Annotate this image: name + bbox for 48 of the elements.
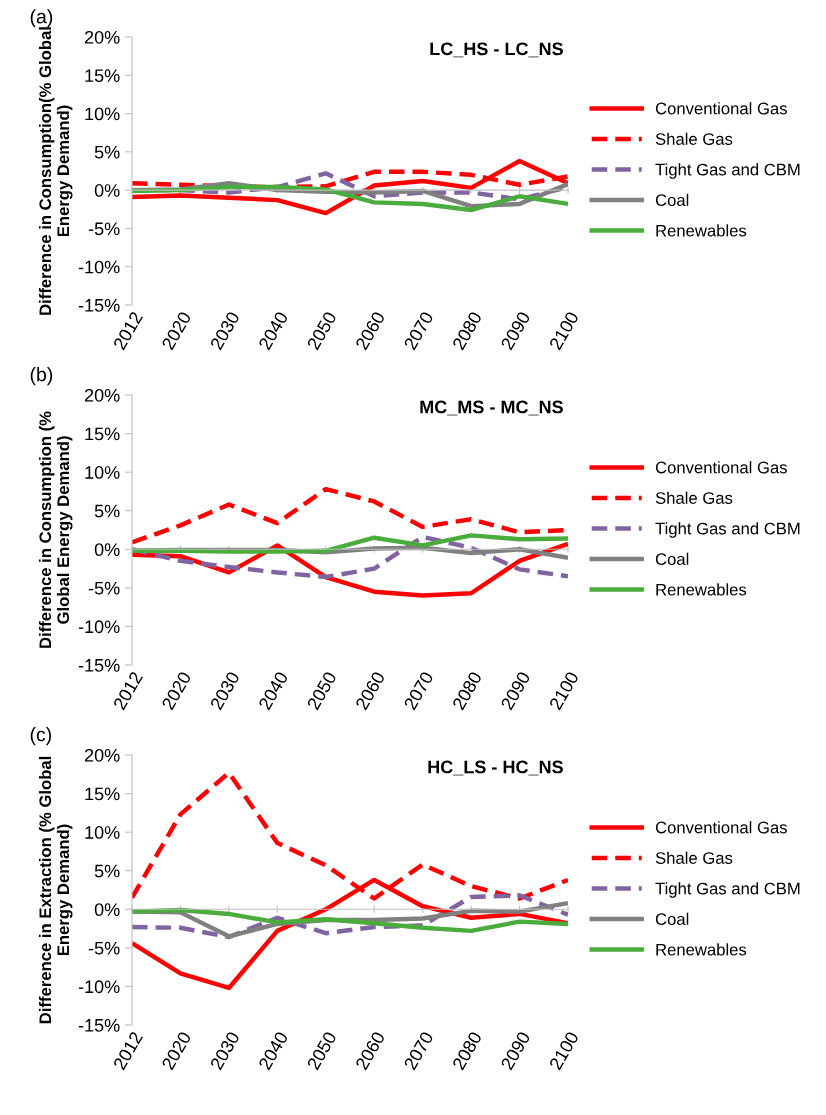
y-tick-label: -5% <box>88 941 120 955</box>
text: (b) <box>30 367 53 386</box>
y-tick-label: 15% <box>85 427 120 441</box>
y-tick-label: -15% <box>78 1019 120 1032</box>
y-tick-label: -10% <box>78 980 120 994</box>
legend-label: Conventional Gas <box>655 821 787 834</box>
legend-label: Shale Gas <box>655 132 733 145</box>
y-tick-label: 0% <box>94 903 120 917</box>
legend-label: Renewables <box>656 943 747 956</box>
legend-label: Tight Gas and CBM <box>655 882 800 898</box>
chart-title: HC_LS - HC_NS <box>428 760 563 776</box>
y-tick-label: 10% <box>85 466 120 479</box>
y-tick-label: 10% <box>85 107 120 121</box>
legend-label: Tight Gas and CBM <box>655 522 800 538</box>
y-tick-label: 5% <box>94 864 120 878</box>
y-axis-title: Difference in Consumption(% Global Energy Demand) <box>38 27 73 315</box>
y-tick-label: 20% <box>84 388 120 402</box>
legend-label: Renewables <box>656 224 747 237</box>
y-tick-label: 15% <box>85 787 120 801</box>
y-axis-title: Difference in Consumption (% Global Energy Demand) <box>38 411 73 648</box>
text: (a) <box>30 9 53 28</box>
y-axis-title: Difference in Extraction (% Global Energy Demand) <box>38 756 73 1024</box>
y-tick-label: 0% <box>94 184 120 197</box>
legend-label: Renewables <box>656 583 747 596</box>
y-tick-label: 5% <box>94 504 120 518</box>
legend-label: Tight Gas and CBM <box>655 163 800 179</box>
legend-label: Conventional Gas <box>655 461 787 474</box>
y-tick-label: 0% <box>94 543 120 557</box>
y-tick-label: -10% <box>78 620 120 634</box>
legend-label: Shale Gas <box>655 851 733 864</box>
y-tick-label: 5% <box>94 145 120 159</box>
y-tick-label: -5% <box>88 222 120 236</box>
legend-label: Coal <box>655 912 689 926</box>
y-tick-label: 20% <box>84 30 120 44</box>
y-tick-label: -5% <box>88 581 120 595</box>
y-tick-label: -15% <box>78 299 120 312</box>
y-tick-label: -10% <box>78 260 120 274</box>
legend-label: Coal <box>655 552 689 566</box>
chart-title: MC_MS - MC_NS <box>420 400 563 416</box>
legend-label: Coal <box>655 193 689 207</box>
y-tick-label: -15% <box>78 659 120 672</box>
text: (c) <box>30 727 52 746</box>
y-tick-label: 10% <box>85 826 120 839</box>
y-tick-label: 20% <box>84 748 120 762</box>
chart-title: LC_HS - LC_NS <box>430 42 563 58</box>
legend-label: Conventional Gas <box>655 102 787 115</box>
legend-label: Shale Gas <box>655 491 733 504</box>
y-tick-label: 15% <box>85 69 120 83</box>
